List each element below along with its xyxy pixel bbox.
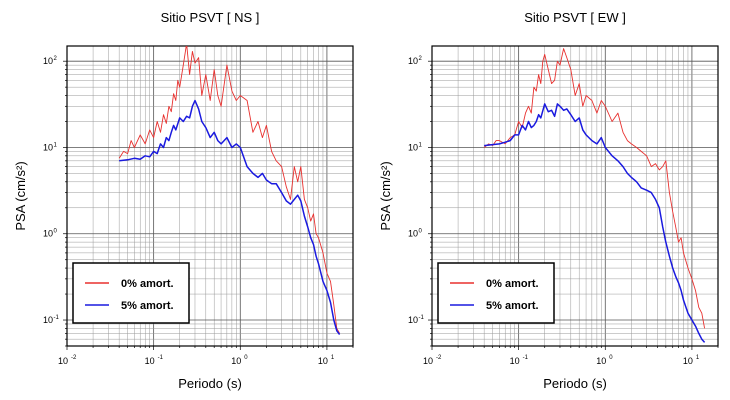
y-tick-label-exp: 0 xyxy=(419,229,423,235)
x-tick-label: 10 xyxy=(683,356,693,366)
y-tick-label: 10 xyxy=(43,142,53,152)
y-tick-label: 10 xyxy=(408,229,418,239)
y-tick-label: 10 xyxy=(408,315,418,325)
series-line-amort-0 xyxy=(118,46,340,334)
x-tick-label-exp: -2 xyxy=(71,355,77,361)
legend-box xyxy=(437,262,555,324)
x-axis-label: Periodo (s) xyxy=(543,376,607,391)
x-tick-label: 10 xyxy=(423,356,433,366)
y-tick-label-exp: 0 xyxy=(54,229,58,235)
y-tick-label-exp: 2 xyxy=(54,56,58,62)
legend-label: 5% amort. xyxy=(486,300,539,312)
legend: 0% amort. 5% amort. xyxy=(72,262,190,324)
y-axis-label: PSA (cm/s²) xyxy=(13,161,28,230)
y-tick-label: 10 xyxy=(408,142,418,152)
x-tick-label-exp: 1 xyxy=(331,355,335,361)
x-tick-label: 10 xyxy=(596,356,606,366)
y-tick-label: 10 xyxy=(43,229,53,239)
legend: 0% amort. 5% amort. xyxy=(437,262,555,324)
y-tick-label-exp: -1 xyxy=(419,315,425,321)
x-tick-label: 10 xyxy=(58,356,68,366)
y-tick-label: 10 xyxy=(43,56,53,66)
x-tick-label: 10 xyxy=(231,356,241,366)
legend-label: 5% amort. xyxy=(121,300,174,312)
x-tick-label-exp: -1 xyxy=(158,355,164,361)
y-tick-label-exp: 1 xyxy=(419,142,423,148)
x-tick-label-exp: -1 xyxy=(523,355,529,361)
x-tick-label-exp: -2 xyxy=(436,355,442,361)
x-tick-label: 10 xyxy=(510,356,520,366)
x-tick-label: 10 xyxy=(318,356,328,366)
plot-frame xyxy=(66,45,354,347)
y-tick-label-exp: 2 xyxy=(419,56,423,62)
chart-title: Sitio PSVT [ EW ] xyxy=(524,10,626,25)
grid xyxy=(63,46,354,350)
x-tick-label: 10 xyxy=(145,356,155,366)
x-axis-label: Periodo (s) xyxy=(178,376,242,391)
legend-box xyxy=(72,262,190,324)
x-tick-label-exp: 0 xyxy=(244,355,248,361)
series-line-amort-5 xyxy=(119,99,341,335)
y-tick-label-exp: 1 xyxy=(54,142,58,148)
x-tick-label-exp: 0 xyxy=(609,355,613,361)
chart-title: Sitio PSVT [ NS ] xyxy=(161,10,260,25)
y-tick-label: 10 xyxy=(43,315,53,325)
series-line-amort-5 xyxy=(484,103,706,343)
legend-label: 0% amort. xyxy=(121,278,174,290)
series-line-amort-0 xyxy=(483,48,706,329)
y-axis-label: PSA (cm/s²) xyxy=(378,161,393,230)
plot-frame xyxy=(431,45,719,347)
y-tick-label: 10 xyxy=(408,56,418,66)
x-tick-label-exp: 1 xyxy=(696,355,700,361)
legend-label: 0% amort. xyxy=(486,278,539,290)
y-tick-label-exp: -1 xyxy=(54,315,60,321)
